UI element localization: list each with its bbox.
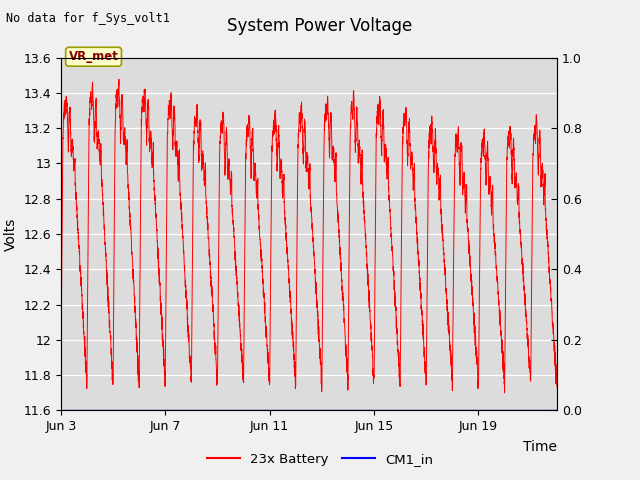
Y-axis label: Volts: Volts [4,217,18,251]
Text: VR_met: VR_met [68,50,118,63]
Legend: 23x Battery, CM1_in: 23x Battery, CM1_in [202,447,438,471]
Text: Time: Time [523,440,557,455]
Text: No data for f_Sys_volt1: No data for f_Sys_volt1 [6,12,170,25]
Text: System Power Voltage: System Power Voltage [227,17,413,35]
